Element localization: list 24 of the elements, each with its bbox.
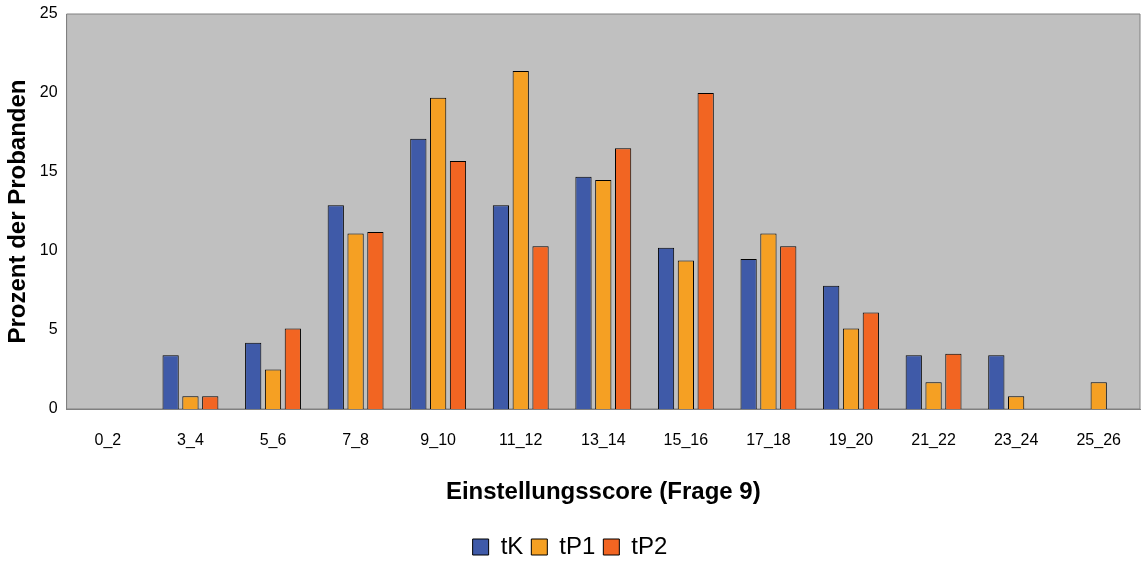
y-axis-title: Prozent der Probanden [3, 79, 31, 344]
x-tick-label: 17_18 [746, 431, 791, 450]
y-tick-label: 15 [39, 162, 58, 180]
x-tick-label: 15_16 [663, 431, 709, 450]
x-tick-label: 11_12 [499, 431, 543, 450]
x-tick-label: 0_2 [94, 431, 122, 450]
x-tick-label: 7_8 [342, 431, 370, 450]
x-tick-label: 3_4 [177, 431, 204, 450]
x-tick-label: 21_22 [911, 431, 956, 450]
x-tick-label: 13_14 [581, 431, 626, 450]
x-tick-label: 5_6 [259, 431, 287, 450]
y-tick-label: 20 [39, 83, 58, 101]
legend-label: tP2 [631, 531, 668, 559]
x-tick-label: 25_26 [1076, 431, 1122, 450]
y-tick-label: 10 [39, 241, 58, 259]
legend-label: tK [500, 531, 524, 559]
x-tick-label: 23_24 [993, 431, 1039, 450]
y-tick-label: 0 [48, 399, 58, 417]
x-axis-title: Einstellungsscore (Frage 9) [445, 477, 761, 505]
legend-label: tP1 [559, 531, 596, 559]
y-tick-label: 25 [39, 4, 58, 22]
x-tick-label: 19_20 [828, 431, 874, 450]
x-tick-label: 9_10 [420, 431, 457, 450]
y-tick-label: 5 [48, 320, 58, 338]
